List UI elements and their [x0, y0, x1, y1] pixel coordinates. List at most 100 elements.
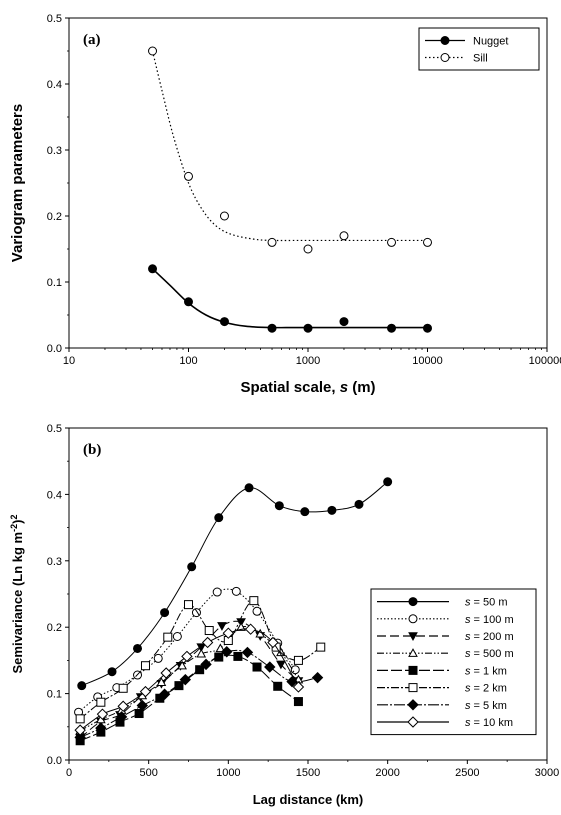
data-point — [387, 237, 397, 247]
data-point — [140, 661, 150, 671]
data-point — [214, 652, 224, 662]
data-point — [133, 643, 143, 653]
data-point — [267, 323, 277, 333]
data-point — [267, 636, 279, 649]
legend-label: s = 1 km — [465, 665, 507, 677]
legend-box — [370, 588, 537, 736]
data-point — [241, 646, 254, 659]
legend-label-part: s — [465, 597, 471, 609]
legend-label-part: = 1 km — [471, 665, 507, 677]
data-point — [290, 665, 300, 675]
x-axis-title-part: s — [340, 379, 348, 396]
legend-label-part: s — [465, 648, 471, 660]
series-1 — [148, 264, 432, 333]
legend-label: Sill — [473, 53, 488, 65]
data-point — [156, 677, 167, 687]
x-tick-label: 10000 — [412, 355, 443, 367]
data-point — [196, 648, 207, 658]
series-fit-line — [151, 50, 428, 242]
data-point — [212, 587, 222, 597]
data-point — [273, 681, 283, 691]
legend-marker — [408, 632, 418, 642]
y-axis-title-sup: 2 — [9, 515, 19, 520]
y-tick-label: 0.2 — [47, 211, 62, 223]
y-axis-title-sup: -2 — [9, 524, 19, 532]
data-point — [136, 699, 149, 712]
data-point — [181, 650, 193, 663]
data-point — [387, 323, 397, 333]
data-point — [303, 244, 313, 254]
data-point — [267, 237, 277, 247]
series-8 — [74, 623, 305, 736]
data-point — [172, 631, 182, 641]
data-point — [195, 665, 205, 675]
data-point — [217, 622, 227, 631]
x-axis-title: Lag distance (km) — [253, 792, 364, 807]
x-tick-label: 1000 — [296, 355, 320, 367]
data-point — [244, 483, 254, 493]
legend-label-part: = 10 km — [471, 717, 514, 729]
legend-marker — [408, 648, 418, 657]
y-tick-label: 0.4 — [47, 489, 62, 501]
y-tick-label: 0.1 — [47, 277, 62, 289]
x-axis-title: Spatial scale, s (m) — [240, 379, 375, 396]
legend-label: s = 2 km — [465, 683, 507, 695]
data-point — [184, 297, 193, 307]
data-point — [96, 697, 106, 707]
series-line — [79, 600, 322, 720]
y-tick-label: 0.2 — [47, 622, 62, 634]
data-point — [184, 171, 193, 181]
legend-marker — [407, 716, 419, 728]
legend-label-part: s — [465, 717, 471, 729]
legend-label: s = 500 m — [465, 648, 514, 660]
data-point — [252, 606, 262, 616]
legend-label: s = 5 km — [465, 700, 507, 712]
x-tick-label: 0 — [66, 767, 72, 779]
panel-label: (b) — [83, 442, 101, 458]
legend-label-part: = 500 m — [471, 648, 514, 660]
y-tick-label: 0.4 — [47, 79, 62, 91]
data-point — [249, 596, 259, 606]
legend-label: Nugget — [473, 36, 508, 48]
data-point — [292, 681, 305, 693]
data-point — [222, 627, 235, 639]
y-axis-title-part: Semivariance (Ln kg m — [10, 532, 25, 674]
data-point — [244, 623, 257, 635]
legend-label-part: s — [465, 665, 471, 677]
data-point — [264, 661, 276, 673]
legend-label-part: = 100 m — [471, 614, 514, 626]
legend-marker — [440, 36, 450, 45]
legend-label-part: s — [465, 614, 471, 626]
data-point — [276, 660, 286, 670]
series-line — [78, 588, 296, 713]
legend-marker — [407, 699, 419, 711]
x-axis-title-part: Spatial scale, — [240, 379, 339, 396]
legend-label-part: = 200 m — [471, 631, 514, 643]
y-tick-label: 0.0 — [47, 755, 62, 767]
x-axis-title-part: (m) — [348, 379, 376, 396]
data-point — [160, 667, 172, 679]
data-point — [219, 211, 229, 221]
series-2 — [148, 46, 432, 254]
data-point — [74, 731, 86, 744]
data-point — [117, 700, 129, 712]
data-point — [75, 714, 85, 724]
data-point — [158, 688, 171, 700]
x-tick-label: 1500 — [296, 767, 320, 779]
legend-label: s = 200 m — [465, 631, 514, 643]
legend-label: s = 10 km — [465, 717, 513, 729]
panel-label: (a) — [83, 32, 101, 48]
data-point — [148, 46, 158, 56]
data-point — [327, 505, 337, 515]
data-point — [201, 636, 214, 649]
legend-label-part: = 2 km — [471, 683, 507, 695]
data-point — [293, 697, 303, 707]
data-point — [107, 667, 117, 677]
data-point — [303, 323, 313, 333]
data-point — [423, 323, 432, 333]
data-point — [274, 501, 284, 511]
y-tick-label: 0.5 — [47, 423, 62, 435]
data-point — [339, 317, 349, 327]
data-point — [95, 722, 107, 734]
